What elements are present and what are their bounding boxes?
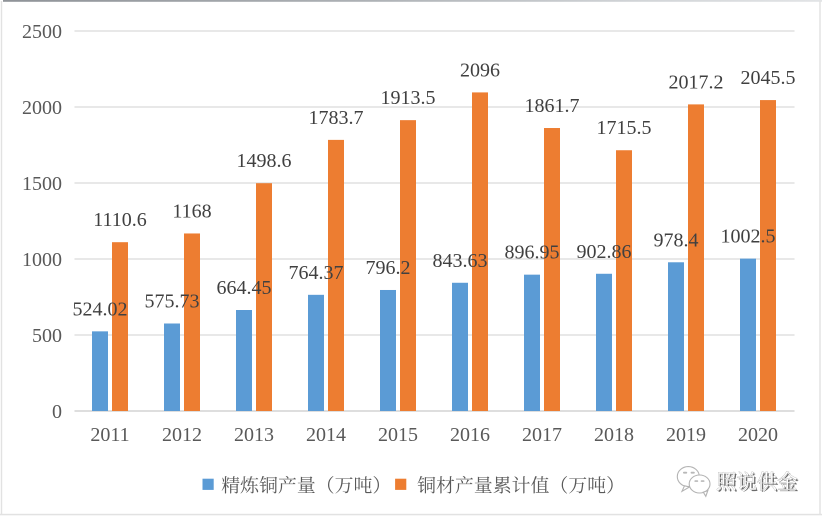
svg-text:2017: 2017 [522, 424, 562, 446]
svg-text:1110.6: 1110.6 [93, 209, 147, 231]
svg-text:0: 0 [52, 401, 62, 423]
svg-text:1500: 1500 [22, 173, 62, 195]
svg-text:1498.6: 1498.6 [237, 150, 292, 172]
svg-text:664.45: 664.45 [217, 277, 272, 299]
svg-text:2045.5: 2045.5 [741, 67, 796, 89]
svg-text:524.02: 524.02 [73, 298, 128, 320]
svg-text:2017.2: 2017.2 [669, 71, 724, 93]
svg-text:1913.5: 1913.5 [381, 87, 436, 109]
svg-text:2016: 2016 [450, 424, 490, 446]
svg-text:2020: 2020 [738, 424, 778, 446]
svg-text:796.2: 796.2 [366, 257, 411, 279]
svg-text:2011: 2011 [90, 424, 129, 446]
svg-text:575.73: 575.73 [145, 290, 200, 312]
svg-text:843.63: 843.63 [433, 250, 488, 272]
svg-text:1861.7: 1861.7 [525, 95, 580, 117]
svg-text:2014: 2014 [306, 424, 346, 446]
svg-text:1715.5: 1715.5 [597, 117, 652, 139]
svg-text:1783.7: 1783.7 [309, 107, 364, 129]
svg-text:1002.5: 1002.5 [721, 226, 776, 248]
svg-text:2013: 2013 [234, 424, 274, 446]
svg-text:1000: 1000 [22, 249, 62, 271]
svg-text:2500: 2500 [22, 21, 62, 43]
svg-text:2015: 2015 [378, 424, 418, 446]
svg-text:902.86: 902.86 [577, 241, 632, 263]
svg-text:2019: 2019 [666, 424, 706, 446]
svg-text:764.37: 764.37 [289, 262, 344, 284]
svg-text:2012: 2012 [162, 424, 202, 446]
svg-text:500: 500 [32, 325, 62, 347]
svg-text:2096: 2096 [460, 59, 500, 81]
svg-text:1168: 1168 [172, 200, 211, 222]
svg-text:2018: 2018 [594, 424, 634, 446]
svg-text:2000: 2000 [22, 97, 62, 119]
svg-text:896.95: 896.95 [505, 242, 560, 264]
svg-text:978.4: 978.4 [654, 229, 699, 251]
